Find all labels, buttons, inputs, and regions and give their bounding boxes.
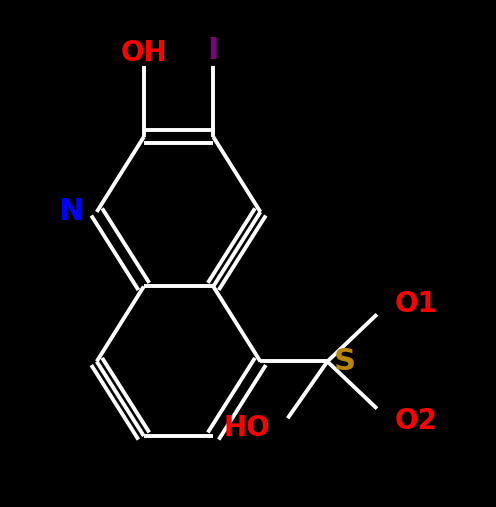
Text: I: I bbox=[208, 36, 219, 65]
Text: N: N bbox=[58, 197, 83, 227]
Text: HO: HO bbox=[224, 414, 270, 443]
Text: S: S bbox=[333, 347, 355, 376]
Text: O2: O2 bbox=[394, 407, 437, 435]
Text: O1: O1 bbox=[394, 290, 437, 318]
Text: OH: OH bbox=[121, 39, 167, 67]
